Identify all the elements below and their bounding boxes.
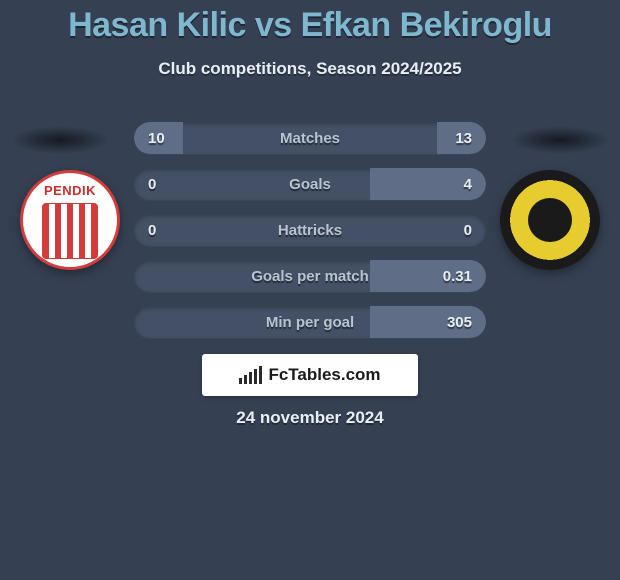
stat-label: Goals per match [134,260,486,292]
stat-value-right: 13 [455,122,472,154]
brand-box: FcTables.com [202,354,418,396]
stat-label: Matches [134,122,486,154]
crest-right-inner [528,198,572,242]
stat-label: Min per goal [134,306,486,338]
brand-bar [239,378,242,384]
subtitle: Club competitions, Season 2024/2025 [0,59,620,79]
shadow-right [510,126,610,154]
stat-value-right: 305 [447,306,472,338]
crest-left-label: PENDIK [23,183,117,198]
stat-row: 0Goals4 [134,168,486,200]
stats-block: 10Matches130Goals40Hattricks0Goals per m… [134,122,486,352]
brand-bars-icon [239,366,262,384]
page-title: Hasan Kilic vs Efkan Bekiroglu [0,6,620,45]
stat-row: 0Hattricks0 [134,214,486,246]
stat-value-right: 0.31 [443,260,472,292]
crest-left-stripes [42,203,98,259]
brand-bar [249,372,252,384]
crest-left: PENDIK [20,170,120,270]
crest-right-star-icon: ★ [544,184,557,201]
shadow-left [10,126,110,154]
stat-label: Hattricks [134,214,486,246]
crest-right: ★ [500,170,600,270]
stat-row: 10Matches13 [134,122,486,154]
date-text: 24 november 2024 [0,408,620,428]
stat-value-right: 0 [464,214,472,246]
stat-label: Goals [134,168,486,200]
comparison-card: Hasan Kilic vs Efkan Bekiroglu Club comp… [0,0,620,580]
brand-bar [259,366,262,384]
stat-value-right: 4 [464,168,472,200]
brand-text: FcTables.com [268,365,380,385]
stat-row: Goals per match0.31 [134,260,486,292]
brand-bar [244,375,247,384]
stat-row: Min per goal305 [134,306,486,338]
brand-bar [254,369,257,384]
